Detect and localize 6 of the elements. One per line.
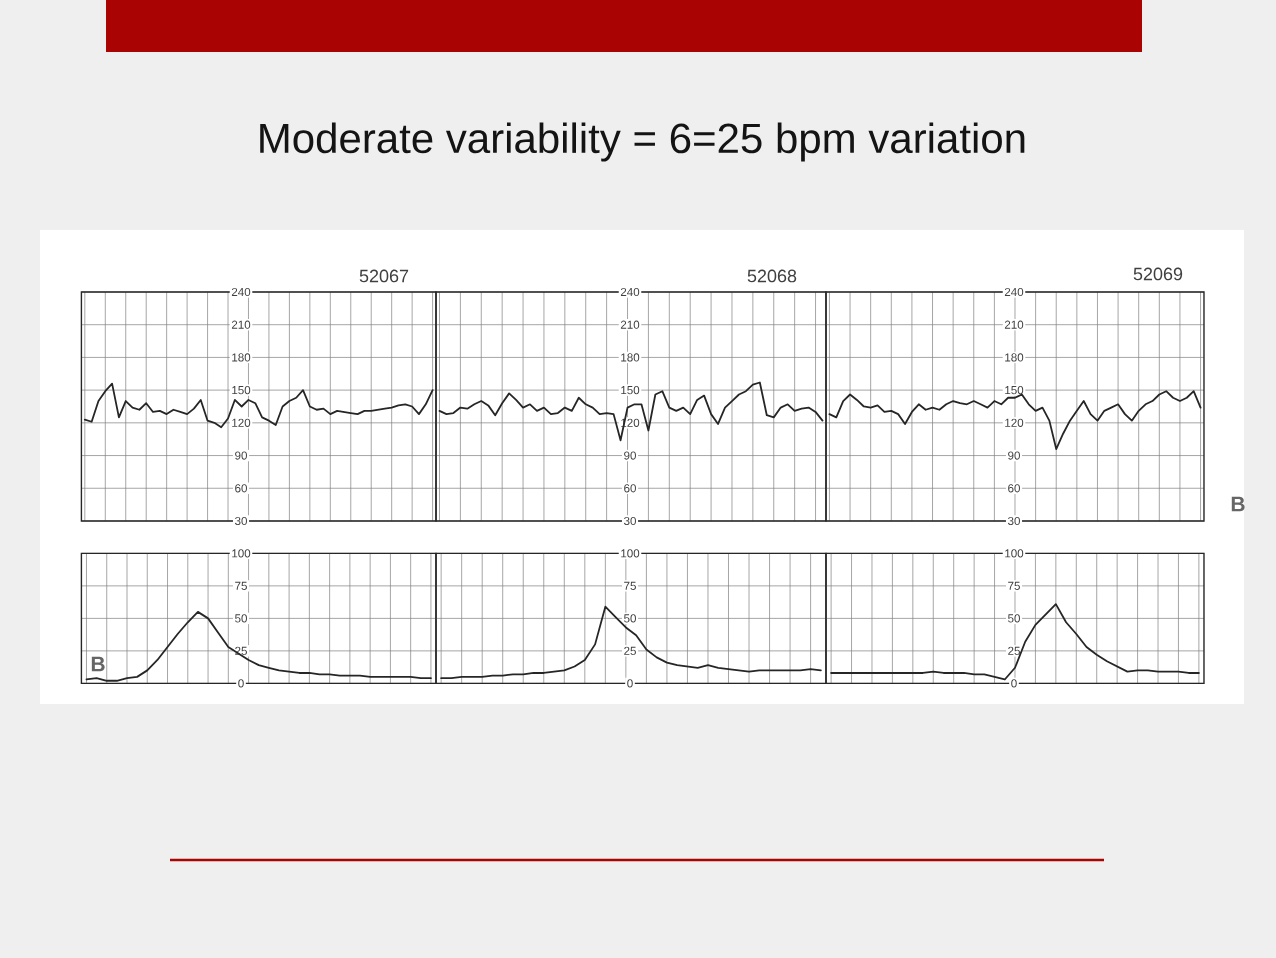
text: 52068 bbox=[747, 269, 797, 283]
text: 52069 bbox=[1133, 267, 1183, 281]
text: 52067 bbox=[359, 269, 409, 283]
annotation: B bbox=[91, 656, 105, 672]
text: B bbox=[1231, 496, 1245, 512]
text: Moderate variability = 6=25 bpm variation bbox=[260, 122, 1025, 162]
